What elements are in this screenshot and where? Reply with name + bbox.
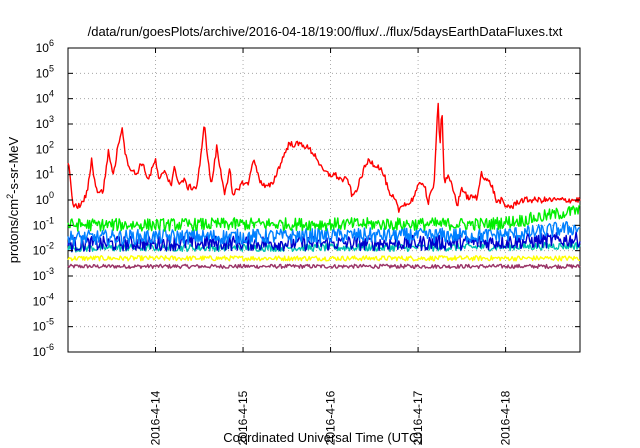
y-axis: 10-6 10-5 10-4 10-3 10-2 10-1 100 101 102 103 104 1… xyxy=(33,38,580,359)
y-axis-label: protons/cm2-s-sr-MeV xyxy=(5,136,21,263)
series-layer xyxy=(67,102,581,270)
series-line-0 xyxy=(67,102,581,213)
series-line-2 xyxy=(67,221,581,247)
x-tick-label: 2016-4-15 xyxy=(236,390,250,445)
series-line-6 xyxy=(67,263,581,270)
y-tick-label: 105 xyxy=(36,63,54,80)
y-tick-label: 10-5 xyxy=(33,317,54,334)
y-tick-label: 10-6 xyxy=(33,342,54,359)
x-tick-label: 2016-4-18 xyxy=(499,390,513,445)
y-tick-label: 102 xyxy=(36,139,54,156)
x-tick-label: 2016-4-14 xyxy=(149,390,163,445)
x-tick-label: 2016-4-17 xyxy=(411,390,425,445)
series-line-1 xyxy=(67,204,581,232)
grid xyxy=(68,48,580,352)
y-axis-label-sup: 2 xyxy=(5,194,15,199)
y-axis-label-suffix: -s-sr-MeV xyxy=(6,136,21,193)
y-tick-label: 10-1 xyxy=(33,215,54,232)
y-tick-label: 10-3 xyxy=(33,266,54,283)
y-tick-label: 103 xyxy=(36,114,54,131)
y-tick-label: 101 xyxy=(36,165,54,182)
x-tick-label: 2016-4-16 xyxy=(324,390,338,445)
y-axis-label-prefix: protons/cm xyxy=(6,199,21,263)
x-axis-label: Coordinated Universal Time (UTC) xyxy=(223,430,422,445)
y-tick-label: 100 xyxy=(36,190,54,207)
series-line-3 xyxy=(67,231,581,253)
y-tick-label: 10-4 xyxy=(33,291,54,308)
y-tick-label: 10-2 xyxy=(33,241,54,258)
y-tick-label: 104 xyxy=(36,89,54,106)
chart-title: /data/run/goesPlots/archive/2016-04-18/1… xyxy=(88,24,563,39)
x-axis: 2016-4-14 2016-4-15 2016-4-16 2016-4-17 2016… xyxy=(149,48,513,445)
y-tick-label: 106 xyxy=(36,38,54,55)
series-line-5 xyxy=(67,255,580,262)
